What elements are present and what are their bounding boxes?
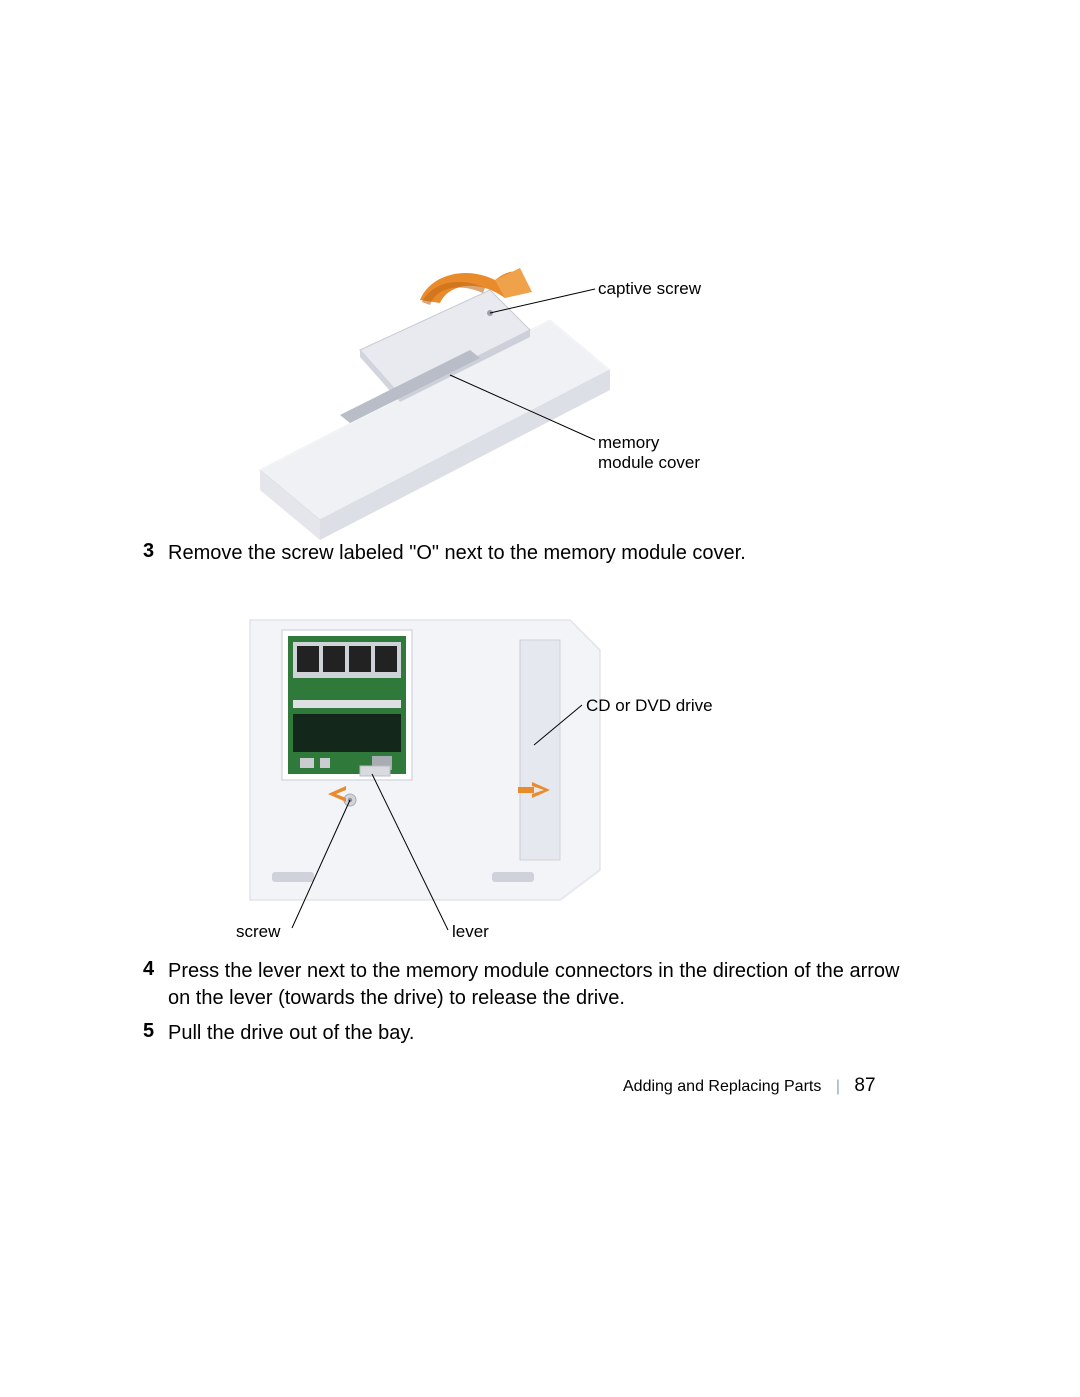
footer: Adding and Replacing Parts | 87: [623, 1075, 876, 1097]
label-memory-line1: memory: [598, 432, 659, 454]
label-lever: lever: [452, 921, 489, 943]
step-5-number: 5: [143, 1020, 154, 1043]
step-4-number: 4: [143, 958, 154, 981]
figure-1-svg: [0, 0, 1080, 1397]
step-4-text: Press the lever next to the memory modul…: [168, 958, 923, 1012]
footer-separator: |: [836, 1078, 840, 1095]
footer-section: Adding and Replacing Parts: [623, 1078, 821, 1095]
step-5-text: Pull the drive out of the bay.: [168, 1020, 908, 1047]
label-cd-dvd-drive: CD or DVD drive: [586, 695, 713, 717]
footer-page-number: 87: [854, 1075, 875, 1096]
step-3-number: 3: [143, 540, 154, 563]
manual-page: captive screw memory module cover 3 Remo…: [0, 0, 1080, 1397]
label-captive-screw: captive screw: [598, 278, 701, 300]
label-memory-line2: module cover: [598, 452, 700, 474]
step-3-text: Remove the screw labeled "O" next to the…: [168, 540, 928, 567]
label-screw: screw: [236, 921, 280, 943]
